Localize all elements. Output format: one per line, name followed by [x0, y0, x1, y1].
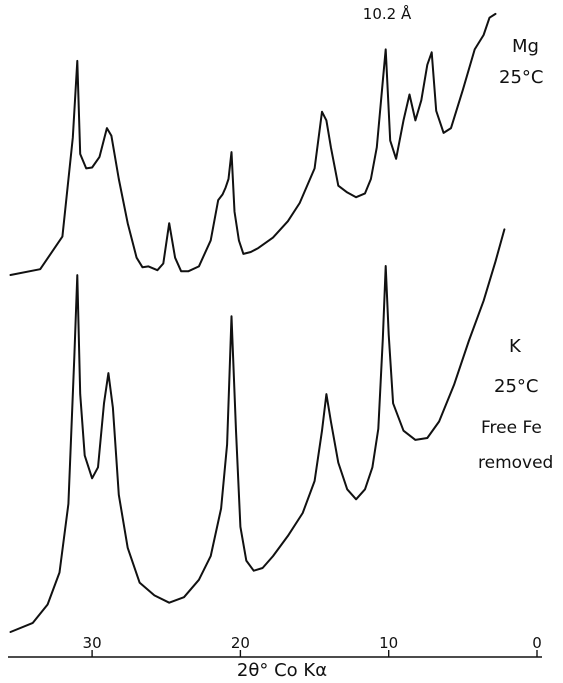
k-series-label: K 25°C Free Fe removed [478, 336, 553, 473]
k-series-label-line-2: 25°C [494, 376, 538, 397]
diffraction-traces [9, 12, 506, 633]
x-axis-ticks [91, 650, 538, 657]
x-tick-label: 30 [83, 634, 102, 652]
x-tick-label: 20 [231, 634, 250, 652]
peak-annotation: 10.2 Å [363, 4, 412, 23]
mg-series-label-line-1: Mg [512, 36, 539, 57]
x-tick-label: 10 [379, 634, 398, 652]
mg-series-label-line-2: 25°C [499, 67, 543, 88]
k-series-label-line-1: K [509, 336, 522, 357]
k-25c-free-fe-removed-trace [9, 228, 506, 633]
x-axis-tick-labels: 30 20 10 0 [83, 634, 542, 652]
k-series-label-line-4: removed [478, 453, 553, 473]
k-series-label-line-3: Free Fe [481, 418, 542, 438]
mg-25c-trace [9, 12, 497, 276]
mg-series-label: Mg 25°C [499, 36, 543, 88]
x-axis-label: 2θ° Co Kα [237, 660, 327, 681]
x-tick-label: 0 [532, 634, 542, 652]
x-axis: 30 20 10 0 [8, 634, 542, 658]
